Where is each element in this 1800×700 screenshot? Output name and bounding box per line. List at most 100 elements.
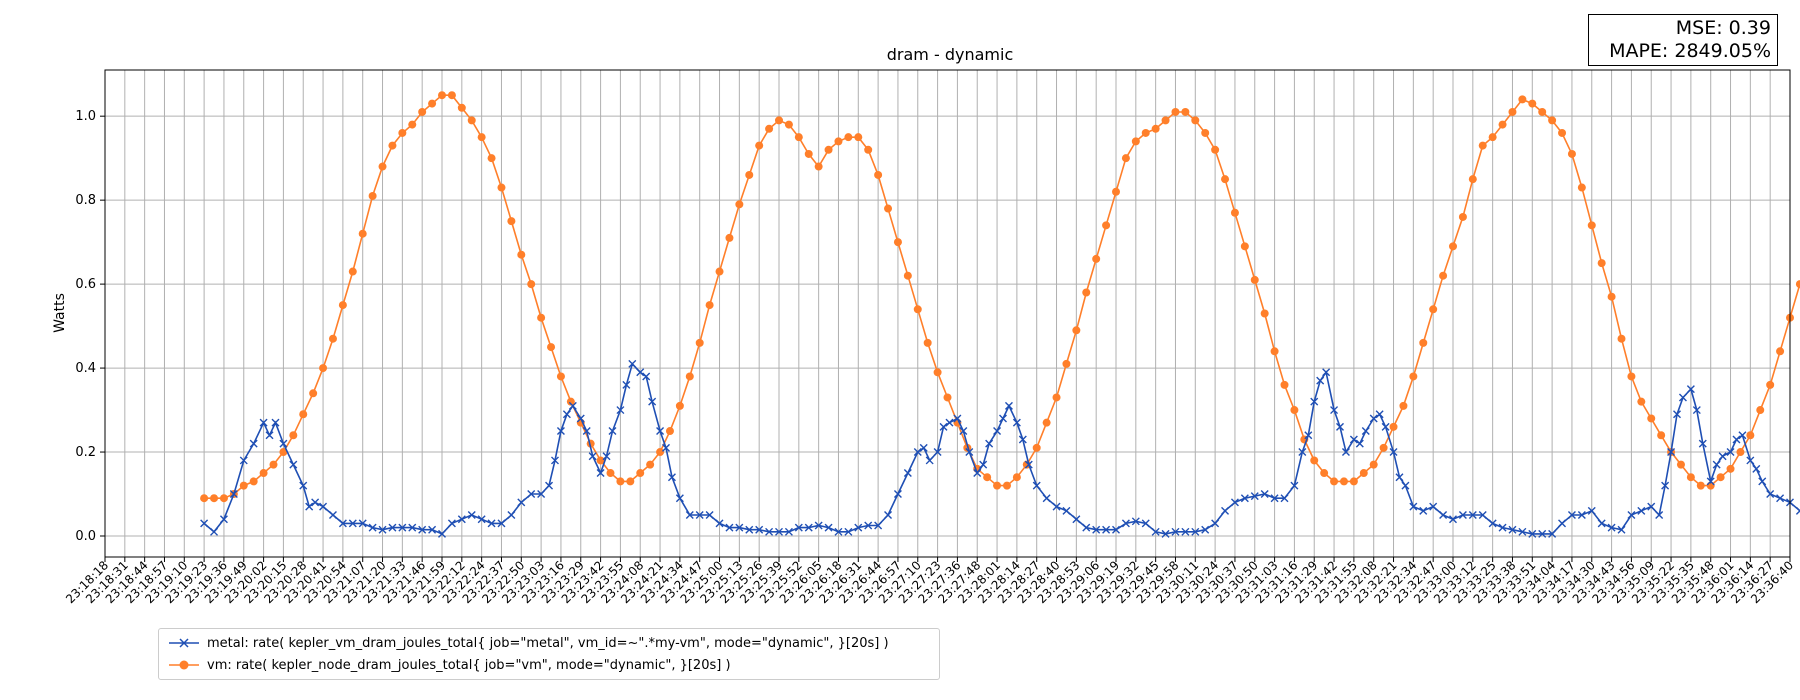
- data-point: [675, 494, 684, 503]
- data-point: [965, 448, 974, 457]
- data-point: [1322, 368, 1331, 377]
- data-point: [1528, 99, 1537, 108]
- data-point: [1082, 523, 1091, 532]
- data-point: [1290, 406, 1299, 415]
- data-point: [1617, 334, 1626, 343]
- data-point: [1171, 527, 1180, 536]
- data-point: [219, 494, 228, 503]
- data-point: [893, 238, 902, 247]
- data-point: [1270, 494, 1279, 503]
- data-point: [477, 133, 486, 142]
- data-point: [606, 469, 615, 478]
- data-point: [289, 431, 298, 440]
- data-point: [1698, 439, 1707, 448]
- data-point: [616, 477, 625, 486]
- data-point: [1657, 431, 1666, 440]
- data-point: [1758, 477, 1767, 486]
- plot-frame: [104, 69, 1791, 558]
- data-point: [1375, 410, 1384, 419]
- data-point: [1131, 517, 1140, 526]
- data-point: [1667, 448, 1676, 457]
- data-point: [1678, 393, 1687, 402]
- data-point: [1112, 525, 1120, 534]
- data-point: [662, 443, 671, 452]
- data-point: [903, 271, 912, 280]
- data-point: [1121, 519, 1130, 528]
- data-point: [537, 490, 546, 499]
- data-point: [1131, 137, 1140, 146]
- data-point: [913, 305, 922, 314]
- data-point: [953, 414, 962, 423]
- data-point: [1141, 519, 1150, 528]
- data-point: [1637, 506, 1646, 515]
- data-point: [1718, 452, 1727, 461]
- data-point: [1310, 397, 1319, 406]
- data-point: [1746, 431, 1755, 440]
- data-point: [695, 511, 704, 520]
- data-point: [1756, 406, 1765, 415]
- data-point: [1498, 523, 1507, 532]
- data-point: [358, 229, 367, 238]
- data-point: [1449, 242, 1457, 251]
- data-point: [755, 141, 764, 150]
- data-point: [1250, 275, 1259, 284]
- data-point: [487, 519, 496, 528]
- data-point: [1607, 292, 1616, 301]
- legend-item-vm: vm: rate( kepler_node_dram_joules_total{…: [169, 654, 731, 676]
- data-point: [582, 427, 591, 436]
- data-point: [675, 401, 684, 410]
- data-point: [497, 183, 506, 192]
- data-point: [1732, 435, 1741, 444]
- data-point: [568, 401, 577, 410]
- data-point: [1419, 506, 1428, 515]
- data-point: [1389, 422, 1398, 431]
- data-point: [1439, 511, 1448, 520]
- data-point: [1181, 107, 1190, 116]
- data-point: [1567, 511, 1576, 520]
- data-point: [903, 469, 912, 478]
- data-point: [1361, 427, 1370, 436]
- data-point: [1062, 359, 1071, 368]
- data-point: [874, 170, 883, 179]
- data-point: [794, 133, 803, 142]
- data-point: [854, 133, 863, 142]
- data-point: [1726, 464, 1735, 473]
- data-point: [765, 124, 774, 133]
- data-point: [1587, 221, 1596, 230]
- data-point: [1349, 435, 1358, 444]
- data-point: [1567, 149, 1576, 158]
- data-point: [1712, 460, 1721, 469]
- data-point: [602, 452, 611, 461]
- data-point: [1221, 175, 1230, 184]
- data-point: [348, 267, 357, 276]
- data-point: [864, 145, 873, 154]
- data-point: [1399, 401, 1408, 410]
- data-point: [388, 141, 397, 150]
- data-point: [784, 120, 793, 129]
- data-point: [1270, 347, 1279, 356]
- data-point: [537, 313, 546, 322]
- data-point: [576, 414, 585, 423]
- series-line: [204, 94, 1800, 500]
- data-point: [1290, 481, 1299, 490]
- data-point: [1330, 406, 1339, 415]
- data-point: [814, 521, 823, 530]
- data-point: [1230, 208, 1239, 217]
- data-point: [1072, 326, 1081, 335]
- data-point: [1661, 481, 1670, 490]
- data-point: [943, 393, 952, 402]
- data-point: [1558, 519, 1567, 528]
- data-point: [299, 481, 308, 490]
- data-point: [398, 523, 407, 532]
- mape-text: MAPE: 2849.05%: [1609, 40, 1771, 62]
- data-point: [566, 397, 575, 406]
- data-point: [1686, 473, 1695, 482]
- grid: [104, 70, 1791, 557]
- data-point: [1692, 406, 1701, 415]
- data-point: [239, 456, 248, 465]
- data-point: [665, 427, 674, 436]
- data-point: [1032, 481, 1041, 490]
- data-point: [1686, 385, 1695, 394]
- data-point: [1518, 95, 1527, 104]
- x-ticks: 23:18:1823:18:3123:18:4423:18:5723:19:10…: [63, 557, 1796, 606]
